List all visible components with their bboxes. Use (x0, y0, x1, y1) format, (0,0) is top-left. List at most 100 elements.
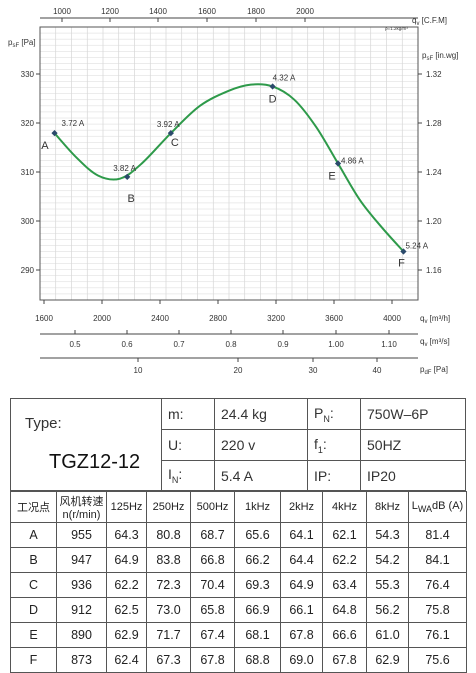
noise-cell: 66.8 (190, 547, 235, 573)
noise-cell: 67.8 (190, 647, 235, 673)
bottom1-tick-label: 3600 (325, 314, 343, 323)
chart-axes: 1000 1200 1400 1600 1800 2000 qv [C.F.M] ρ=1.2k… (8, 7, 458, 376)
point-label-d: D (269, 93, 277, 105)
noise-cell: 955 (56, 522, 107, 548)
noise-cell: 67.3 (146, 647, 191, 673)
noise-header-cell: 125Hz (106, 491, 147, 523)
noise-row: A 955 64.3 80.8 68.7 65.6 64.1 62.1 54.3 81.4 (10, 522, 467, 548)
u-label: U: (161, 429, 215, 461)
noise-cell: 68.7 (190, 522, 235, 548)
performance-curve (53, 83, 405, 253)
chart-curve (53, 83, 405, 253)
noise-cell: 71.7 (146, 622, 191, 648)
noise-cell: 80.8 (146, 522, 191, 548)
pn-label: PN: (307, 398, 361, 430)
point-current-f: 5.24 A (405, 241, 428, 250)
bottom2-tick-label: 0.6 (121, 340, 133, 349)
noise-cell: 56.2 (366, 597, 409, 623)
top-tick-label: 1600 (198, 7, 216, 16)
noise-cell: 68.8 (234, 647, 281, 673)
pn-value: 750W–6P (360, 398, 466, 430)
right-tick-label: 1.28 (426, 119, 442, 128)
right-tick-label: 1.24 (426, 168, 442, 177)
noise-cell: D (10, 597, 57, 623)
chart-grid (39, 26, 419, 301)
top-tick-label: 2000 (296, 7, 314, 16)
noise-cell: 66.1 (280, 597, 323, 623)
bottom3-tick-label: 40 (373, 366, 382, 375)
noise-header-cell: 1kHz (234, 491, 281, 523)
noise-cell: 69.0 (280, 647, 323, 673)
noise-cell: 66.2 (234, 547, 281, 573)
noise-cell: 947 (56, 547, 107, 573)
point-current-b: 3.82 A (113, 164, 136, 173)
noise-cell: 63.4 (322, 572, 367, 598)
noise-row: D 912 62.5 73.0 65.8 66.9 66.1 64.8 56.2 75.8 (10, 597, 467, 623)
noise-cell: 70.4 (190, 572, 235, 598)
noise-cell: 55.3 (366, 572, 409, 598)
noise-cell: 890 (56, 622, 107, 648)
noise-header-cell: 500Hz (190, 491, 235, 523)
noise-cell: 64.9 (280, 572, 323, 598)
left-tick-label: 320 (21, 119, 35, 128)
noise-row: B 947 64.9 83.8 66.8 66.2 64.4 62.2 54.2 84.1 (10, 547, 467, 573)
m-value: 24.4 kg (214, 398, 308, 430)
bottom3-tick-label: 30 (309, 366, 318, 375)
bottom3-tick-label: 10 (134, 366, 143, 375)
noise-cell: 75.6 (408, 647, 467, 673)
point-current-c: 3.92 A (157, 120, 180, 129)
right-tick-label: 1.20 (426, 217, 442, 226)
noise-body: A 955 64.3 80.8 68.7 65.6 64.1 62.1 54.3 81.4 B 947… (10, 522, 467, 673)
noise-row: E 890 62.9 71.7 67.4 68.1 67.8 66.6 61.0 76.1 (10, 622, 467, 648)
noise-cell: 62.2 (322, 547, 367, 573)
noise-cell: 81.4 (408, 522, 467, 548)
noise-cell: 62.2 (106, 572, 147, 598)
bottom2-axis-label: qv [m³/s] (420, 337, 450, 348)
noise-row: C 936 62.2 72.3 70.4 69.3 64.9 63.4 55.3 76.4 (10, 572, 467, 598)
noise-cell: 64.4 (280, 547, 323, 573)
noise-cell: 62.1 (322, 522, 367, 548)
noise-cell: 65.8 (190, 597, 235, 623)
left-tick-label: 330 (21, 70, 35, 79)
top-tick-label: 1800 (247, 7, 265, 16)
noise-header-cell: 2kHz (280, 491, 323, 523)
u-value: 220 v (214, 429, 308, 461)
noise-cell: 62.4 (106, 647, 147, 673)
bottom1-tick-label: 4000 (383, 314, 401, 323)
point-current-a: 3.72 A (62, 119, 85, 128)
noise-cell: 67.4 (190, 622, 235, 648)
bottom1-tick-label: 3200 (267, 314, 285, 323)
in-value: 5.4 A (214, 460, 308, 491)
point-current-e: 4.86 A (341, 157, 364, 166)
noise-cell: B (10, 547, 57, 573)
model-name: TGZ12-12 (49, 451, 141, 473)
noise-cell: 72.3 (146, 572, 191, 598)
left-tick-label: 290 (21, 266, 35, 275)
f-value: 50HZ (360, 429, 466, 461)
left-tick-label: 310 (21, 168, 35, 177)
noise-header-cell: LWAdB (A) (408, 491, 467, 523)
noise-cell: E (10, 622, 57, 648)
noise-cell: 64.9 (106, 547, 147, 573)
noise-cell: 76.1 (408, 622, 467, 648)
bottom2-tick-label: 1.10 (381, 340, 397, 349)
performance-chart: 1000 1200 1400 1600 1800 2000 qv [C.F.M] ρ=1.2k… (8, 7, 458, 376)
noise-cell: 68.1 (234, 622, 281, 648)
point-current-d: 4.32 A (273, 73, 296, 82)
top-tick-label: 1200 (101, 7, 119, 16)
noise-header-cell: 4kHz (322, 491, 367, 523)
noise-cell: C (10, 572, 57, 598)
top-axis-label: qv [C.F.M] (412, 16, 447, 27)
bottom3-tick-label: 20 (234, 366, 243, 375)
spec-table: Type: TGZ12-12 m: 24.4 kg PN: 750W–6P U:… (10, 398, 466, 491)
noise-cell: 73.0 (146, 597, 191, 623)
point-label-b: B (128, 193, 135, 205)
point-marker-c (167, 130, 174, 137)
noise-cell: A (10, 522, 57, 548)
point-label-a: A (41, 140, 49, 152)
bottom1-tick-label: 2400 (151, 314, 169, 323)
type-label: Type: (25, 415, 62, 432)
point-marker-d (269, 83, 276, 90)
bottom1-tick-label: 1600 (35, 314, 53, 323)
bottom1-tick-label: 2000 (93, 314, 111, 323)
